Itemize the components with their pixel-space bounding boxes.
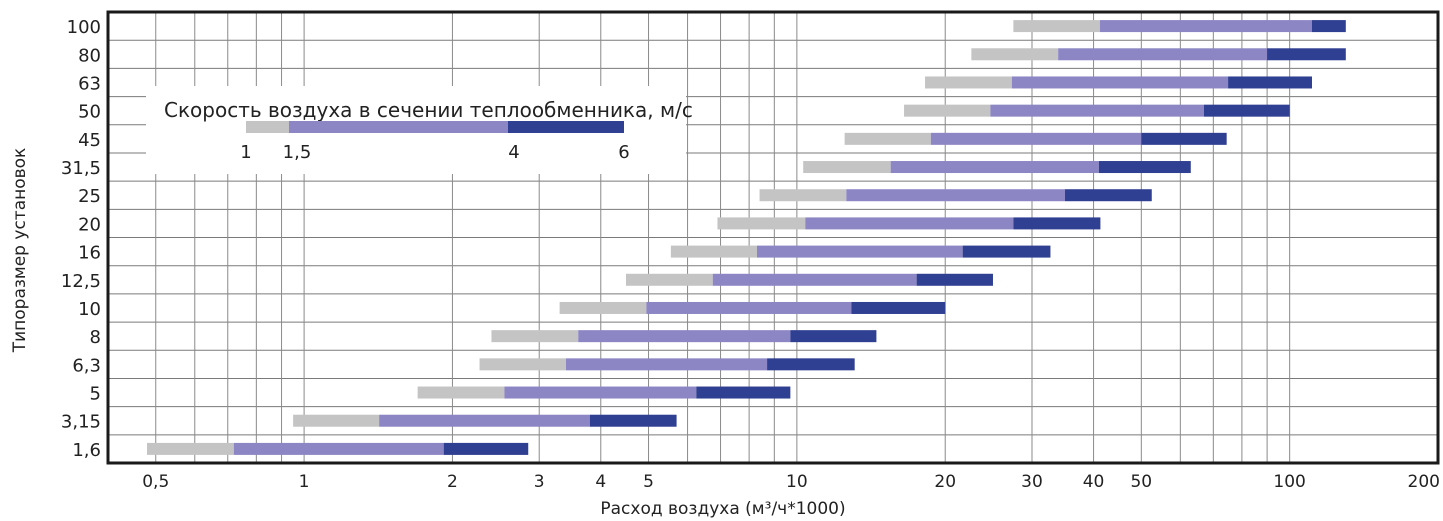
bar-segment-1: [925, 76, 1012, 89]
bar-segment-1: [971, 48, 1059, 61]
bar-segment-1: [670, 245, 758, 258]
bar-segment-2: [712, 273, 917, 286]
y-tick-label: 50: [78, 102, 101, 123]
y-tick-label: 20: [78, 214, 101, 235]
bar-segment-2: [646, 301, 852, 314]
grid-lines: [108, 12, 1438, 463]
bar-segment-1: [1013, 20, 1100, 33]
y-tick-label: 3,15: [61, 412, 101, 433]
bar-segment-3: [443, 442, 529, 455]
bar-segment-2: [233, 442, 444, 455]
x-tick-label: 5: [643, 472, 654, 492]
x-tick-label: 10: [786, 472, 808, 492]
y-tick-label: 80: [78, 45, 101, 66]
bar-segment-2: [930, 132, 1142, 145]
bar-segment-3: [851, 301, 946, 314]
bar-segment-3: [1013, 217, 1101, 230]
x-tick-label: 1: [299, 472, 310, 492]
bar-segment-2: [565, 358, 768, 371]
y-tick-label: 1,6: [72, 440, 101, 461]
bar-segment-3: [767, 358, 855, 371]
bar-segment-3: [1141, 132, 1227, 145]
y-tick-labels: 1,6 3,15 5 6,3 8 10 12,5 16 20 25 31,5 45 50 63 80 100: [61, 17, 101, 461]
bar-segment-2: [990, 104, 1204, 117]
x-tick-label: 2: [447, 472, 458, 492]
x-tick-label: 30: [1021, 472, 1043, 492]
bar-segment-1: [479, 358, 566, 371]
bar-segment-3: [1064, 189, 1152, 202]
y-tick-label: 100: [67, 17, 101, 38]
bar-segment-3: [1098, 161, 1191, 174]
legend-label: 4: [508, 142, 519, 163]
legend-swatch-1: [246, 121, 289, 133]
legend-swatch-2: [289, 121, 508, 133]
legend-label: 1,5: [283, 142, 312, 163]
legend-bar: [246, 121, 624, 133]
y-tick-label: 6,3: [72, 355, 101, 376]
x-tick-label: 100: [1273, 472, 1305, 492]
bar-segment-1: [717, 217, 806, 230]
bar-segment-1: [844, 132, 931, 145]
legend-title: Скорость воздуха в сечении теплообменник…: [164, 98, 693, 122]
y-tick-label: 31,5: [61, 158, 101, 179]
bar-segment-3: [790, 330, 877, 343]
legend-label: 1: [240, 142, 251, 163]
bar-segment-2: [757, 245, 963, 258]
x-tick-label: 20: [934, 472, 956, 492]
y-tick-label: 8: [90, 327, 101, 348]
bar-segment-3: [1311, 20, 1346, 33]
bar-segment-2: [890, 161, 1099, 174]
bar-segment-1: [293, 414, 380, 427]
legend-label: 6: [618, 142, 629, 163]
bar-segment-3: [1203, 104, 1290, 117]
bar-segment-2: [1011, 76, 1229, 89]
bar-segment-3: [916, 273, 993, 286]
legend-swatch-3: [508, 121, 624, 133]
legend: Скорость воздуха в сечении теплообменник…: [146, 86, 693, 174]
bar-segment-3: [696, 386, 791, 399]
bar-segment-1: [147, 442, 234, 455]
x-tick-label: 50: [1130, 472, 1152, 492]
bar-segment-1: [417, 386, 505, 399]
x-tick-label: 200: [1408, 472, 1440, 492]
bars-group: [147, 20, 1346, 455]
bar-segment-3: [962, 245, 1051, 258]
bar-segment-2: [504, 386, 697, 399]
y-tick-label: 45: [78, 130, 101, 151]
legend-labels: 1 1,5 4 6: [240, 142, 629, 163]
bar-segment-2: [805, 217, 1014, 230]
y-tick-label: 63: [78, 73, 101, 94]
bar-segment-2: [1099, 20, 1312, 33]
x-axis-label: Расход воздуха (м³/ч*1000): [600, 499, 845, 519]
bar-segment-1: [803, 161, 891, 174]
plot-frame: [106, 10, 1440, 465]
y-tick-label: 10: [78, 299, 101, 320]
y-tick-label: 5: [90, 384, 101, 405]
x-tick-labels: 0,5 1 2 3 4 5 10 20 30 40 50 100 200: [142, 472, 1440, 492]
bar-segment-3: [1228, 76, 1312, 89]
bar-segment-2: [379, 414, 590, 427]
y-tick-label: 12,5: [61, 271, 101, 292]
bar-segment-3: [1267, 48, 1346, 61]
bar-segment-2: [578, 330, 791, 343]
x-tick-label: 4: [595, 472, 606, 492]
bar-segment-3: [589, 414, 677, 427]
bar-segment-1: [559, 301, 647, 314]
x-tick-label: 40: [1083, 472, 1105, 492]
bar-segment-1: [759, 189, 847, 202]
bar-segment-1: [625, 273, 713, 286]
bar-segment-2: [846, 189, 1065, 202]
bar-segment-2: [1058, 48, 1268, 61]
y-axis-label: Типоразмер установок: [10, 148, 30, 354]
bar-segment-1: [491, 330, 579, 343]
y-tick-label: 16: [78, 243, 101, 264]
bar-segment-1: [904, 104, 991, 117]
x-tick-label: 0,5: [142, 472, 169, 492]
y-tick-label: 25: [78, 186, 101, 207]
x-tick-label: 3: [534, 472, 545, 492]
